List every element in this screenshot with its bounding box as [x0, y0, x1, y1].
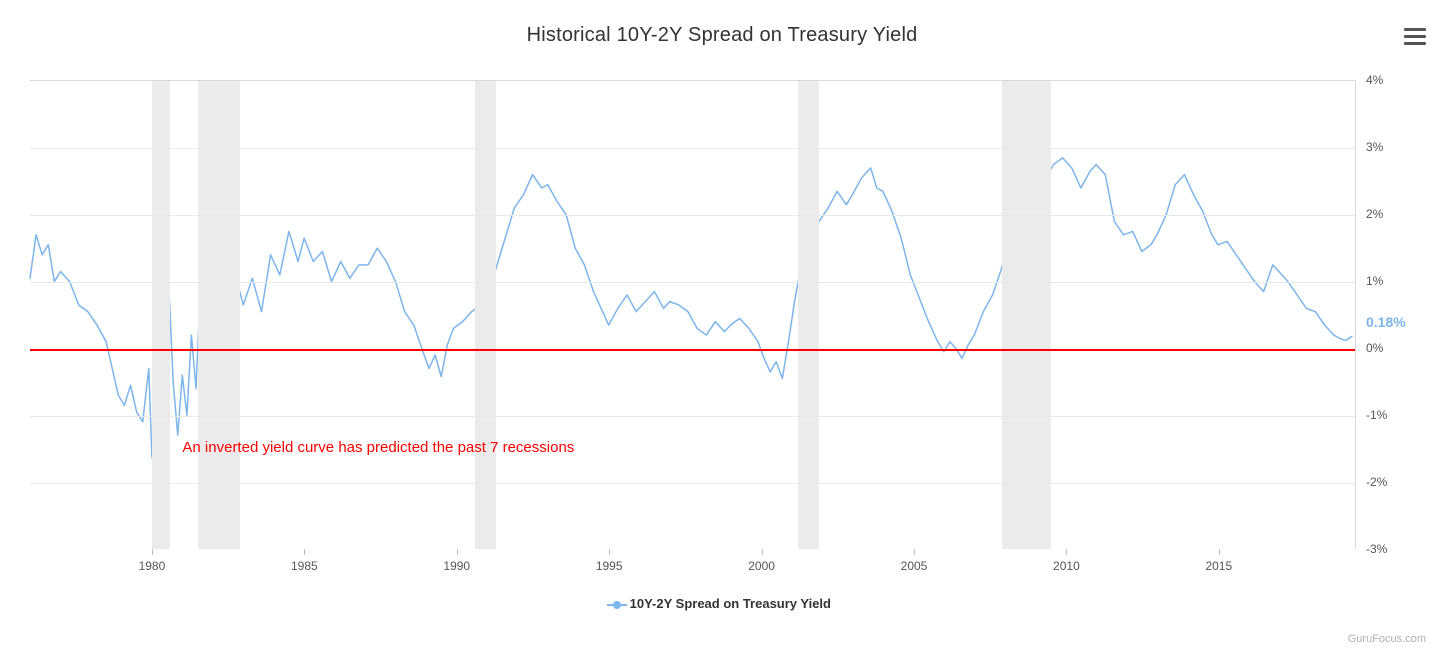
chart-container: Historical 10Y-2Y Spread on Treasury Yie… — [0, 0, 1444, 659]
x-axis-label: 2000 — [748, 559, 775, 573]
gridline — [30, 483, 1355, 484]
recession-band — [1002, 81, 1051, 549]
x-tick — [152, 549, 153, 555]
zero-line — [30, 349, 1355, 351]
x-tick — [762, 549, 763, 555]
attribution-text: GuruFocus.com — [1348, 633, 1426, 645]
gridline — [30, 215, 1355, 216]
y-axis-label: -3% — [1366, 542, 1387, 556]
y-axis-label: -1% — [1366, 408, 1387, 422]
x-axis-label: 1995 — [596, 559, 623, 573]
gridline — [30, 282, 1355, 283]
y-axis-label: 3% — [1366, 140, 1383, 154]
gridline — [30, 148, 1355, 149]
recession-band — [798, 81, 819, 549]
y-axis-label: 2% — [1366, 207, 1383, 221]
chart-title: Historical 10Y-2Y Spread on Treasury Yie… — [0, 24, 1444, 47]
x-tick — [1066, 549, 1067, 555]
x-tick — [914, 549, 915, 555]
gridline — [30, 416, 1355, 417]
x-tick — [457, 549, 458, 555]
x-axis-label: 1985 — [291, 559, 318, 573]
recession-band — [152, 81, 170, 549]
legend-marker-icon — [613, 601, 621, 609]
last-value-label: 0.18% — [1366, 314, 1406, 330]
x-tick — [1219, 549, 1220, 555]
x-tick — [304, 549, 305, 555]
x-axis-label: 2015 — [1205, 559, 1232, 573]
chart-menu-icon[interactable] — [1404, 28, 1426, 46]
annotation-text: An inverted yield curve has predicted th… — [182, 439, 574, 456]
y-axis-label: 4% — [1366, 73, 1383, 87]
x-axis-label: 2010 — [1053, 559, 1080, 573]
y-axis-label: 0% — [1366, 341, 1383, 355]
x-axis-label: 1980 — [139, 559, 166, 573]
plot-area: An inverted yield curve has predicted th… — [30, 80, 1356, 549]
y-axis-label: 1% — [1366, 274, 1383, 288]
recession-band — [198, 81, 241, 549]
recession-band — [475, 81, 496, 549]
x-axis-label: 2005 — [901, 559, 928, 573]
y-axis-label: -2% — [1366, 475, 1387, 489]
chart-legend[interactable]: 10Y-2Y Spread on Treasury Yield — [0, 596, 1444, 611]
legend-label: 10Y-2Y Spread on Treasury Yield — [630, 596, 831, 611]
x-axis-label: 1990 — [443, 559, 470, 573]
x-tick — [609, 549, 610, 555]
